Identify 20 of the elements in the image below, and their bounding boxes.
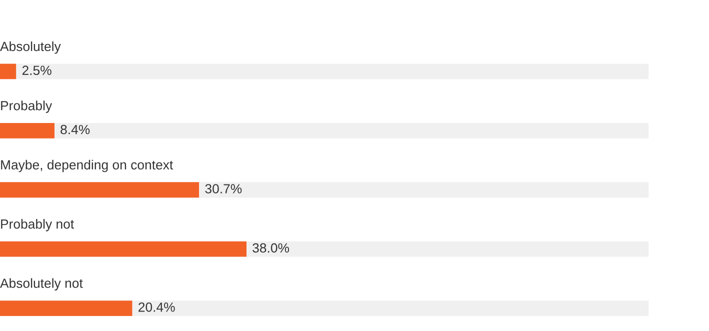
bar: [16, 64, 649, 80]
bar: [199, 182, 649, 198]
bar: [54, 122, 649, 138]
y-tick-label: Probably: [1, 100, 52, 113]
bar: [246, 241, 649, 257]
bar: [0, 64, 16, 80]
data-label: 38.0%: [252, 243, 290, 253]
data-label: 30.7%: [205, 184, 242, 194]
data-label: 8.4%: [60, 124, 90, 134]
bar: [0, 122, 54, 138]
data-label: 2.5%: [22, 66, 52, 76]
y-tick-label: Probably not: [1, 219, 74, 232]
bar: [0, 241, 247, 257]
bar: [132, 300, 649, 316]
y-tick-label: Absolutely not: [0, 278, 83, 291]
bar: [0, 182, 200, 198]
y-tick-label: Maybe, depending on context: [1, 160, 174, 172]
data-label: 20.4%: [138, 302, 175, 312]
y-tick-label: Absolutely: [0, 41, 61, 54]
bar: [0, 300, 132, 316]
